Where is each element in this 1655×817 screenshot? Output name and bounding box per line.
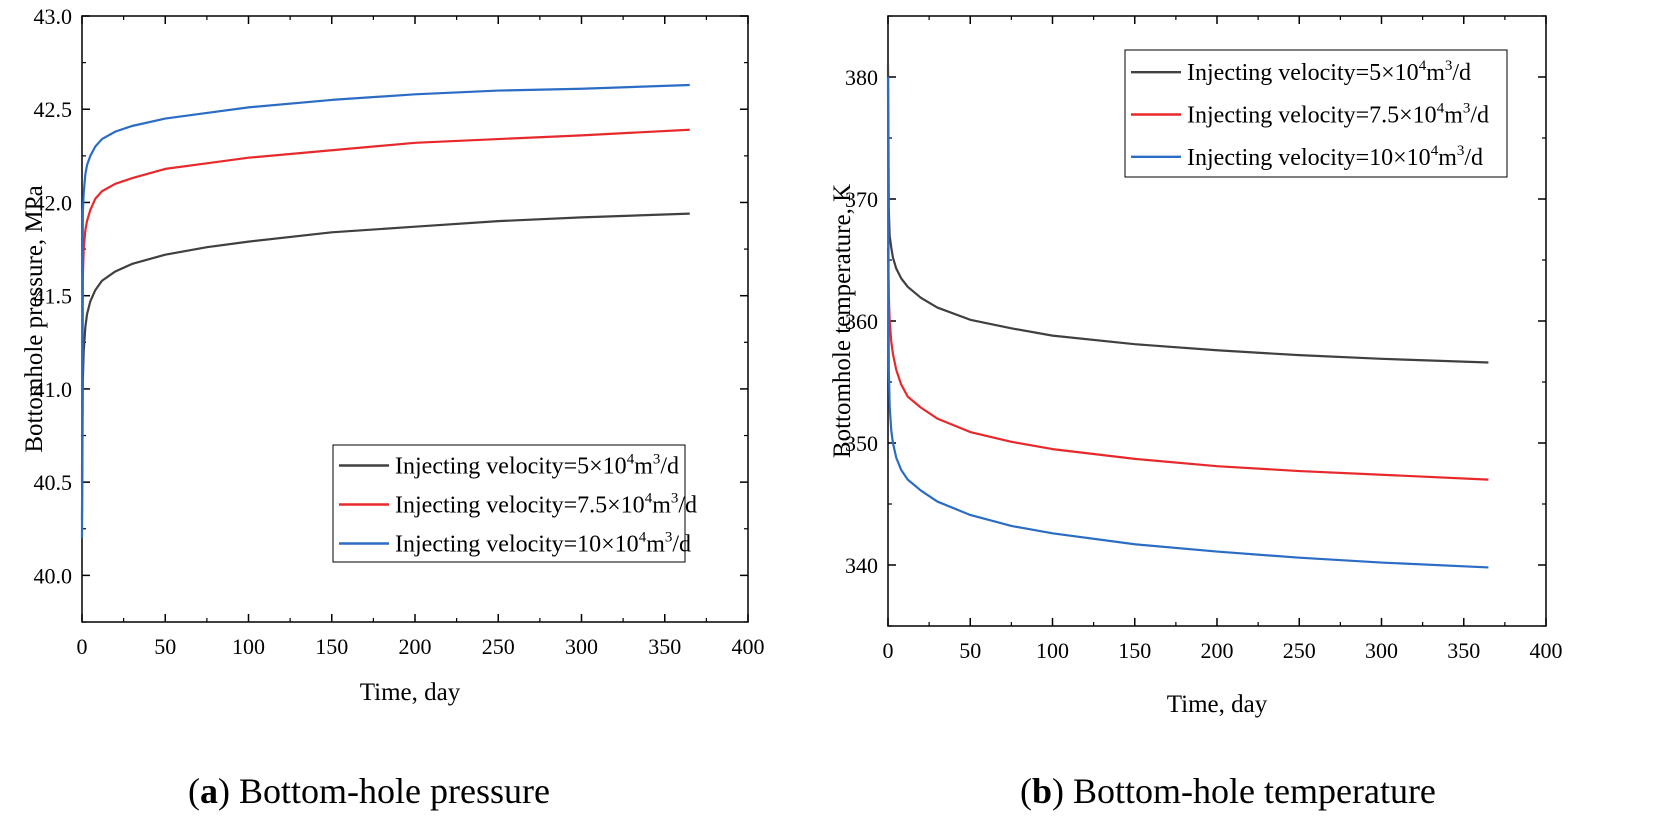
caption-a: (a) Bottom-hole pressure [188, 771, 550, 811]
series-line-1 [886, 64, 1489, 364]
y-tick-label: 360 [845, 309, 878, 334]
x-tick-label: 0 [883, 638, 894, 663]
y-tick-label: 350 [845, 431, 878, 456]
caption-b-text: Bottom-hole temperature [1064, 771, 1436, 811]
x-tick-label: 150 [315, 634, 348, 659]
x-tick-label: 400 [732, 634, 765, 659]
y-tick-label: 42.0 [34, 190, 73, 215]
series-line-3 [80, 83, 690, 539]
y-tick-label: 370 [845, 187, 878, 212]
x-tick-label: 250 [1283, 638, 1316, 663]
x-tick-label: 100 [1036, 638, 1069, 663]
y-tick-label: 42.5 [34, 97, 73, 122]
caption-a-text: Bottom-hole pressure [230, 771, 550, 811]
x-tick-label: 300 [1365, 638, 1398, 663]
series-line-1 [80, 212, 690, 520]
x-tick-label: 200 [1201, 638, 1234, 663]
x-tick-label: 50 [154, 634, 176, 659]
x-tick-label: 350 [1447, 638, 1480, 663]
y-axis-title: Bottomhole temperature, K [829, 184, 856, 458]
x-tick-label: 400 [1530, 638, 1563, 663]
series-line-2 [80, 128, 690, 483]
series-line-3 [886, 76, 1489, 569]
x-tick-label: 250 [482, 634, 515, 659]
caption-b-letter: b [1032, 771, 1053, 811]
y-axis-title: Bottomhole pressure, MPa [21, 185, 48, 452]
x-axis-title: Time, day [1167, 691, 1268, 718]
legend-label-2: Injecting velocity=7.5×104m3/d [395, 491, 697, 519]
caption-a-letter: a [200, 771, 218, 811]
y-tick-label: 41.0 [34, 377, 73, 402]
legend-box [1124, 49, 1508, 178]
legend-label-3: Injecting velocity=10×104m3/d [1187, 143, 1483, 171]
legend-box [332, 444, 686, 563]
legend-label-1: Injecting velocity=5×104m3/d [395, 452, 679, 480]
y-tick-label: 41.5 [34, 284, 73, 309]
x-tick-label: 350 [648, 634, 681, 659]
x-tick-label: 300 [565, 634, 598, 659]
chart-panel-b: 0 50 100 150 200 250 300 350 400 340 350 360 370 380 T… [829, 15, 1563, 718]
chart-panel-a: 0 50 100 150 200 250 300 350 400 40.0 40.5 41.0 41.5… [21, 4, 765, 706]
y-tick-label: 340 [845, 553, 878, 578]
x-tick-label: 200 [399, 634, 432, 659]
x-tick-label: 100 [232, 634, 265, 659]
caption-b: (b) Bottom-hole temperature [1020, 771, 1436, 811]
legend-label-1: Injecting velocity=5×104m3/d [1187, 58, 1471, 86]
x-tick-label: 150 [1118, 638, 1151, 663]
legend: Injecting velocity=5×104m3/d Injecting ve… [332, 444, 697, 563]
y-tick-label: 40.5 [34, 470, 73, 495]
series-line-2 [886, 247, 1489, 481]
y-tick-label: 43.0 [34, 4, 73, 29]
x-tick-label: 0 [77, 634, 88, 659]
legend: Injecting velocity=5×104m3/d Injecting ve… [1124, 49, 1508, 178]
y-tick-label: 380 [845, 65, 878, 90]
y-tick-label: 40.0 [34, 563, 73, 588]
legend-label-2: Injecting velocity=7.5×104m3/d [1187, 101, 1489, 129]
legend-label-3: Injecting velocity=10×104m3/d [395, 530, 691, 558]
x-tick-label: 50 [959, 638, 981, 663]
x-axis-title: Time, day [360, 679, 461, 706]
